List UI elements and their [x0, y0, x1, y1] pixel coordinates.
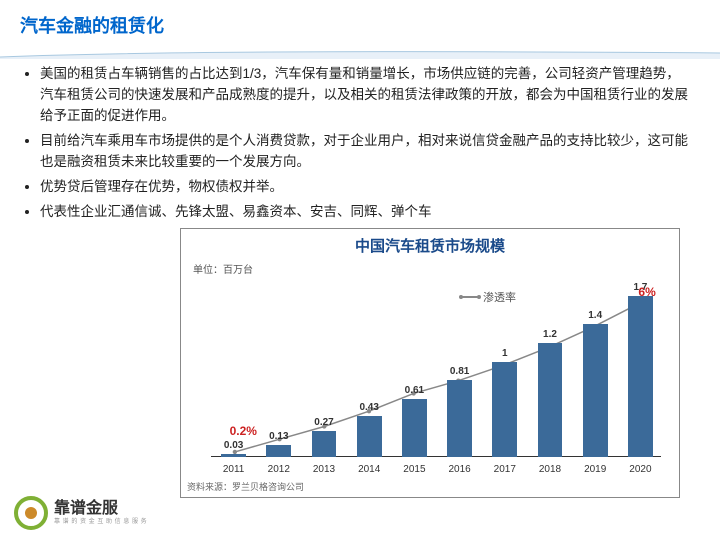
- bar: [402, 399, 427, 457]
- x-axis-label: 2016: [448, 464, 470, 475]
- decorative-swoosh: [0, 46, 720, 56]
- bar-value-label: 1: [502, 348, 508, 359]
- footer-logo: 靠谱金服 靠 谱 的 资 金 互 助 信 息 服 务: [14, 496, 147, 530]
- bullet-item: 目前给汽车乘用车市场提供的是个人消费贷款，对于企业用户，相对来说信贷金融产品的支…: [40, 131, 692, 173]
- bar: [312, 431, 337, 457]
- x-axis-label: 2019: [584, 464, 606, 475]
- bullet-item: 代表性企业汇通信诚、先锋太盟、易鑫资本、安吉、同辉、弹个车: [40, 202, 692, 223]
- x-axis-label: 2018: [539, 464, 561, 475]
- x-axis-label: 2017: [494, 464, 516, 475]
- title-bar: 汽车金融的租赁化: [0, 0, 720, 44]
- bar: [538, 343, 563, 457]
- bar: [492, 362, 517, 457]
- bar: [221, 454, 246, 457]
- bar-value-label: 0.13: [269, 431, 288, 442]
- bar: [628, 296, 653, 457]
- bar-value-label: 0.27: [314, 417, 333, 428]
- x-axis-label: 2020: [629, 464, 651, 475]
- x-axis-label: 2011: [223, 464, 245, 475]
- chart-title: 中国汽车租赁市场规模: [181, 229, 679, 258]
- bar-value-label: 0.61: [405, 385, 424, 396]
- penetration-first-label: 0.2%: [230, 424, 257, 438]
- bar-value-label: 0.03: [224, 440, 243, 451]
- bar: [357, 416, 382, 457]
- chart-container: 中国汽车租赁市场规模 单位：百万台 渗透率 0.0320110.1320120.…: [180, 228, 680, 498]
- bar: [266, 445, 291, 457]
- bar: [447, 380, 472, 457]
- bar: [583, 324, 608, 457]
- chart-plot-area: 0.0320110.1320120.2720130.4320140.612015…: [211, 279, 661, 457]
- bar-value-label: 0.81: [450, 366, 469, 377]
- slide-title: 汽车金融的租赁化: [20, 12, 700, 38]
- chart-source: 资料来源：罗兰贝格咨询公司: [187, 480, 304, 493]
- x-axis-label: 2012: [268, 464, 290, 475]
- logo-icon: [14, 496, 48, 530]
- logo-tagline: 靠 谱 的 资 金 互 助 信 息 服 务: [54, 519, 147, 525]
- penetration-last-label: 6%: [638, 285, 655, 299]
- bullet-item: 优势贷后管理存在优势，物权债权并举。: [40, 177, 692, 198]
- bar-value-label: 1.2: [543, 329, 557, 340]
- x-axis-label: 2015: [403, 464, 425, 475]
- logo-brand: 靠谱金服: [54, 501, 147, 517]
- x-axis-label: 2014: [358, 464, 380, 475]
- chart-unit-label: 单位：百万台: [193, 261, 253, 276]
- x-axis-label: 2013: [313, 464, 335, 475]
- logo-text: 靠谱金服 靠 谱 的 资 金 互 助 信 息 服 务: [54, 501, 147, 525]
- slide-root: 汽车金融的租赁化 美国的租赁占车辆销售的占比达到1/3，汽车保有量和销量增长，市…: [0, 0, 720, 540]
- bullet-item: 美国的租赁占车辆销售的占比达到1/3，汽车保有量和销量增长，市场供应链的完善，公…: [40, 64, 692, 127]
- bullet-list: 美国的租赁占车辆销售的占比达到1/3，汽车保有量和销量增长，市场供应链的完善，公…: [0, 64, 720, 222]
- bar-value-label: 0.43: [359, 402, 378, 413]
- bar-value-label: 1.4: [588, 310, 602, 321]
